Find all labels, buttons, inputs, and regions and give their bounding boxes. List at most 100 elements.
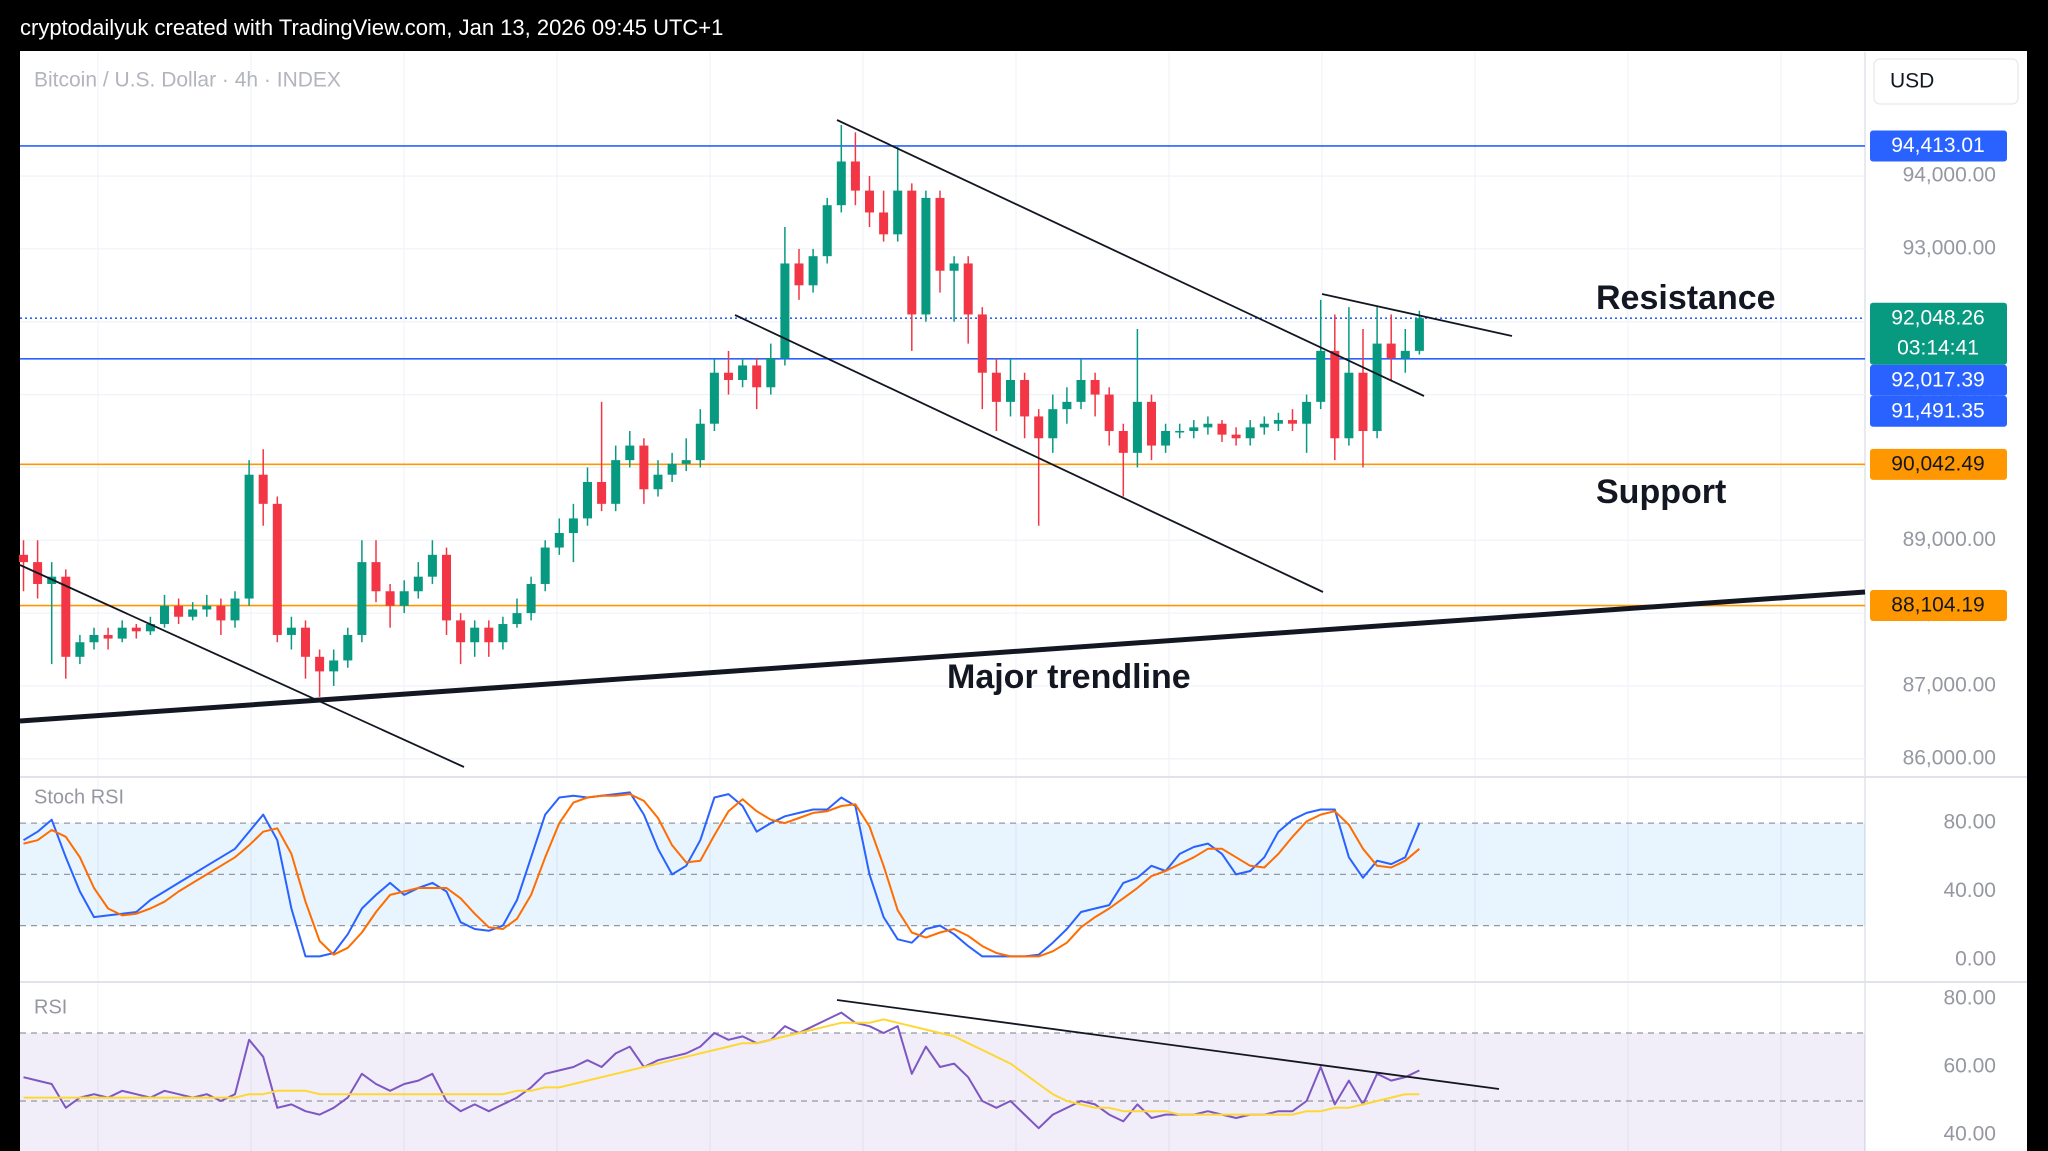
candle-body: [160, 605, 169, 625]
candle-body: [1048, 409, 1058, 439]
candle-body: [724, 372, 733, 381]
candle-body: [893, 190, 903, 235]
candle-body: [272, 503, 282, 635]
candle-body: [1288, 420, 1297, 424]
candle-body: [371, 562, 381, 592]
candle-body: [89, 634, 99, 643]
candle-body: [75, 642, 85, 657]
symbol-title: Bitcoin / U.S. Dollar · 4h · INDEX: [34, 69, 341, 92]
y-tick-label: 40.00: [1943, 1123, 1996, 1146]
candle-body: [1161, 430, 1171, 446]
candle-body: [850, 161, 860, 191]
currency-button[interactable]: [1873, 58, 2019, 105]
candle-body: [1273, 420, 1283, 424]
chart-area: [20, 51, 2027, 1151]
candle-body: [991, 372, 1001, 402]
candle-body: [1358, 372, 1368, 431]
candle-body: [1203, 423, 1213, 428]
candle-body: [1414, 318, 1424, 351]
candle-body: [399, 591, 409, 606]
candle-body: [174, 605, 184, 617]
trendline: [19, 564, 465, 768]
y-tick-label: 89,000.00: [1903, 528, 1996, 551]
y-tick-label: 60.00: [1943, 1055, 1996, 1078]
y-tick-label: 93,000.00: [1903, 236, 1996, 259]
candle-body: [766, 358, 776, 388]
candle-body: [907, 190, 917, 315]
price-label: 88,104.19: [1891, 594, 1984, 617]
band: [20, 823, 1865, 926]
candle-body: [484, 627, 494, 643]
drawings: [19, 119, 1866, 1090]
candle-body: [808, 256, 818, 286]
candle-body: [794, 263, 804, 286]
plot: [19, 125, 1865, 1130]
candle-body: [822, 205, 832, 257]
annotation: Major trendline: [947, 658, 1191, 696]
candle-body: [583, 481, 592, 519]
currency[interactable]: USD: [1890, 70, 1934, 93]
candle-body: [456, 620, 466, 643]
credit: cryptodailyuk created with TradingView.c…: [20, 15, 723, 40]
candle-body: [286, 627, 296, 635]
candle-body: [1217, 423, 1227, 435]
candle-body: [216, 605, 226, 621]
candle-body: [681, 460, 691, 464]
candle-body: [470, 627, 480, 643]
candle-body: [413, 576, 423, 592]
price-label-box: [1870, 130, 2007, 162]
candle-body: [230, 598, 240, 621]
candle-body: [709, 372, 719, 424]
price-label: 92,017.39: [1891, 368, 1984, 391]
annotation: Resistance: [1596, 279, 1776, 317]
y-tick-label: 0.00: [1955, 947, 1996, 970]
price-axis: 86,000.0087,000.0088,000.0089,000.0090,0…: [1870, 130, 2007, 1146]
candle-body: [752, 365, 762, 388]
y-tick-label: 94,000.00: [1903, 164, 1996, 187]
price-label: 92,048.26: [1891, 306, 1984, 329]
candle-body: [1372, 343, 1382, 431]
candle-body: [1316, 350, 1326, 402]
band: [20, 1033, 1865, 1151]
price-label: 94,413.01: [1891, 134, 1984, 157]
candle-body: [625, 445, 635, 461]
price-label: 91,491.35: [1891, 399, 1984, 422]
candle-body: [1344, 372, 1354, 439]
candle-body: [1330, 350, 1340, 439]
candle-body: [865, 190, 874, 213]
candle-body: [639, 445, 649, 490]
candle-body: [738, 365, 748, 381]
y-tick-label: 80.00: [1943, 811, 1996, 834]
candle-body: [977, 314, 987, 373]
candle-body: [19, 554, 28, 563]
candle-body: [1231, 434, 1241, 439]
candle-body: [1302, 401, 1312, 424]
channel-top: [836, 119, 1425, 397]
price-label-box: [1870, 395, 2007, 427]
candle-body: [1132, 401, 1142, 453]
grid: [20, 52, 2027, 1151]
candle-body: [427, 554, 437, 577]
candle-body: [1175, 430, 1185, 433]
candle-body: [540, 547, 550, 584]
candle-body: [1062, 401, 1072, 410]
candle-body: [357, 562, 367, 635]
candle-body: [526, 583, 536, 614]
candle-body: [315, 656, 325, 672]
candle-body: [695, 423, 705, 461]
candle-body: [343, 634, 353, 661]
countdown: 03:14:41: [1897, 336, 1979, 359]
candle-body: [442, 554, 451, 621]
candle-body: [1386, 343, 1396, 359]
price-label: 90,042.49: [1891, 452, 1984, 475]
candle-body: [1118, 430, 1128, 453]
candle-body: [145, 624, 155, 632]
candle-body: [1090, 380, 1100, 395]
candle-body: [554, 532, 564, 548]
y-tick-label: 80.00: [1943, 987, 1996, 1010]
candle-body: [131, 627, 141, 632]
candle-body: [935, 197, 945, 271]
price-label-box: [1870, 364, 2007, 396]
candle-body: [117, 627, 127, 639]
